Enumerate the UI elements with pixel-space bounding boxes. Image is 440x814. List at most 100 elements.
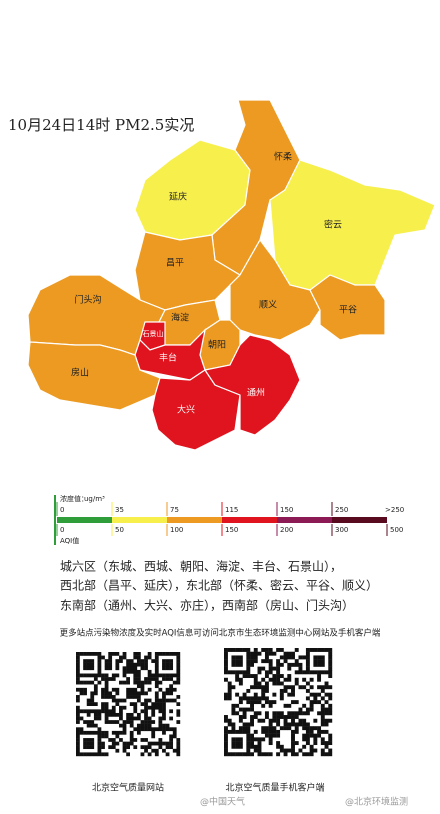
qr-module (151, 727, 156, 732)
qr-module (324, 670, 329, 675)
qr-module (302, 711, 307, 716)
qr-module (172, 734, 177, 739)
qr-module (97, 716, 102, 721)
qr-module (122, 730, 127, 735)
qr-module (268, 737, 273, 742)
qr-module (264, 655, 269, 660)
qr-module (126, 662, 130, 667)
qr-module (140, 659, 145, 663)
qr-module (294, 741, 299, 746)
qr-module (250, 733, 254, 738)
qr-module (140, 662, 145, 667)
tick-label: 200 (280, 526, 293, 534)
qr-module (320, 722, 325, 727)
qr-module (246, 700, 251, 705)
qr-module (97, 745, 102, 750)
qr-module (235, 659, 240, 664)
qr-module (264, 681, 269, 686)
qr-module (253, 715, 258, 719)
qr-module (294, 681, 299, 686)
qr-module (111, 741, 116, 746)
qr-module (235, 648, 240, 652)
qr-module (151, 659, 156, 663)
qr-module (294, 677, 299, 682)
qr-module (176, 712, 181, 717)
qr-module (250, 744, 254, 749)
qr-module (272, 666, 277, 671)
qr-module (86, 730, 91, 735)
qr-module (305, 729, 310, 734)
qr-module (309, 670, 314, 675)
qr-module (324, 711, 329, 716)
qr-module (136, 677, 141, 681)
qr-module (119, 738, 123, 742)
qr-module (115, 734, 120, 739)
tick-label: 0 (60, 526, 64, 534)
qr-module (172, 652, 177, 656)
qr-module (129, 738, 134, 742)
qr-module (86, 659, 91, 663)
qr-module (90, 652, 95, 656)
qr-module (162, 723, 166, 728)
qr-module (147, 680, 152, 685)
qr-module (291, 692, 295, 697)
qr-module (154, 673, 159, 678)
qr-module (279, 696, 284, 701)
qr-module (246, 670, 251, 675)
watermark: @中国天气 (200, 796, 245, 808)
qr-module (76, 666, 80, 671)
qr-module (129, 702, 134, 706)
qr-module (147, 720, 152, 724)
qr-module (136, 727, 141, 732)
qr-module (172, 698, 177, 703)
qr-module (104, 659, 109, 663)
qr-module (122, 741, 127, 746)
qr-module (320, 707, 325, 712)
qr-module (272, 677, 277, 682)
qr-module (165, 727, 170, 732)
qr-module (283, 726, 288, 731)
tick-label: 115 (225, 506, 238, 514)
qr-module (144, 738, 148, 742)
qr-module (257, 681, 262, 686)
qr-module (108, 709, 113, 714)
qr-module (294, 726, 299, 731)
qr-module (76, 752, 80, 757)
qr-module (126, 680, 130, 685)
qr-module (86, 720, 91, 724)
qr-module (283, 677, 288, 682)
qr-module (309, 748, 314, 753)
qr-module (227, 729, 232, 734)
qr-module (93, 652, 98, 656)
qr-module (235, 729, 240, 734)
qr-module (111, 687, 116, 692)
qr-module (298, 662, 303, 667)
qr-module (257, 696, 262, 701)
legend-swatch (277, 517, 332, 523)
qr-module (169, 687, 174, 692)
qr-module (253, 748, 258, 753)
qr-module (291, 737, 295, 742)
qr-module (172, 680, 177, 685)
qr-module (144, 705, 148, 710)
qr-module (140, 691, 145, 696)
qr-module (76, 709, 80, 714)
qr-module (162, 662, 166, 667)
qr-module (250, 707, 254, 712)
qr-module (158, 698, 163, 703)
qr-module (242, 729, 247, 734)
qr-module (126, 720, 130, 724)
qr-module (328, 648, 333, 652)
qr-module (272, 651, 277, 656)
qr-module (227, 692, 232, 697)
qr-module (97, 752, 102, 757)
qr-module (90, 745, 95, 750)
qr-module (154, 741, 159, 746)
qr-module (154, 698, 159, 703)
qr-module (133, 705, 138, 710)
qr-module (144, 748, 148, 753)
qr-module (320, 737, 325, 742)
qr-module (305, 741, 310, 746)
qr-caption: 北京空气质量手机客户端 (225, 782, 324, 794)
tick-label: 75 (170, 506, 179, 514)
